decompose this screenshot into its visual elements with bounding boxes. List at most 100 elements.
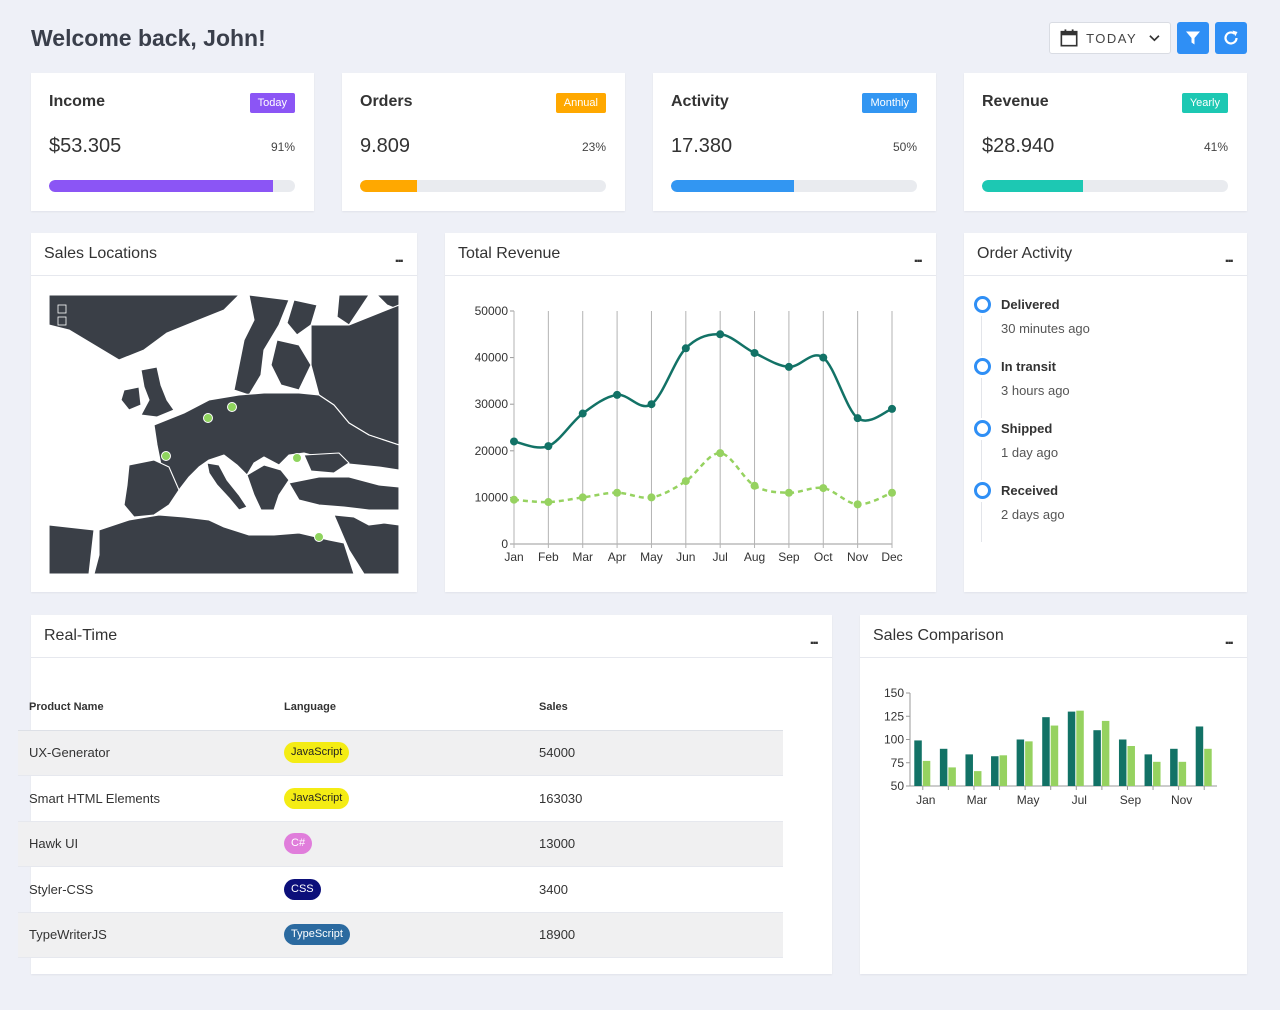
timeline-label: Shipped <box>1001 421 1053 436</box>
x-tick-label: Nov <box>1171 793 1192 807</box>
x-tick-label: Feb <box>538 550 559 564</box>
data-point <box>613 390 622 399</box>
language-tag: C# <box>284 833 313 855</box>
data-point <box>647 493 656 502</box>
panel-title: Order Activity <box>977 245 1073 262</box>
stat-value: $53.305 <box>49 135 122 157</box>
map-marker[interactable] <box>292 453 302 463</box>
product-name-cell: TypeWriterJS <box>18 912 273 958</box>
page-title: Welcome back, John! <box>31 25 266 51</box>
x-tick-label: Jul <box>1072 793 1087 807</box>
data-point <box>544 442 553 451</box>
data-point <box>510 437 518 446</box>
bar <box>1127 746 1135 786</box>
data-point <box>510 495 518 504</box>
data-point <box>681 477 690 486</box>
column-header-language[interactable]: Language <box>273 684 528 731</box>
filter-icon <box>1186 31 1200 45</box>
panel-title: Real-Time <box>44 627 118 644</box>
language-cell: TypeScript <box>273 912 528 958</box>
x-tick-label: Sep <box>1120 793 1142 807</box>
stat-percent: 50% <box>892 140 917 154</box>
timeline-connector <box>981 440 982 480</box>
data-point <box>716 330 725 339</box>
refresh-button[interactable] <box>1215 22 1247 54</box>
map-marker[interactable] <box>227 402 237 412</box>
data-point <box>681 344 690 353</box>
total-revenue-panel: Total Revenue ... 0 10000 20000 30000 40000 5… <box>445 233 936 592</box>
bar <box>1076 710 1084 786</box>
timeline-label: Received <box>1001 483 1059 498</box>
table-row[interactable]: Styler-CSS CSS 3400 <box>18 866 783 913</box>
column-header-product[interactable]: Product Name <box>18 684 273 731</box>
panel-header: Sales Locations ... <box>31 233 417 276</box>
x-tick-label: May <box>1017 793 1040 807</box>
data-point <box>888 404 896 413</box>
stat-percent: 41% <box>1203 140 1228 154</box>
data-point <box>750 481 759 490</box>
progress-fill <box>671 180 794 192</box>
x-tick-label: Oct <box>814 550 833 564</box>
table-header-row: Product Name Language Sales <box>18 684 783 731</box>
panel-header: Order Activity ... <box>964 233 1247 276</box>
data-point <box>613 488 622 497</box>
progress-bar <box>49 180 295 192</box>
data-point <box>819 353 828 362</box>
timeline-connector <box>981 316 982 356</box>
more-options-icon[interactable]: ... <box>913 249 923 266</box>
map-marker[interactable] <box>161 451 171 461</box>
bar <box>999 755 1008 786</box>
language-tag: TypeScript <box>284 924 350 946</box>
timeline-time: 3 hours ago <box>1001 383 1070 398</box>
timeline-time: 2 days ago <box>1001 507 1065 522</box>
data-point <box>888 488 896 497</box>
bar <box>1101 720 1110 786</box>
status-circle-icon <box>974 296 991 313</box>
y-tick-label: 100 <box>884 733 904 747</box>
bar <box>1153 761 1161 786</box>
bar <box>1170 748 1178 786</box>
table-row[interactable]: TypeWriterJS TypeScript 18900 <box>18 912 783 958</box>
stat-percent: 23% <box>581 140 606 154</box>
timeline-label: Delivered <box>1001 297 1060 312</box>
more-options-icon[interactable]: ... <box>1224 631 1234 648</box>
y-tick-label: 50000 <box>475 304 509 318</box>
europe-map[interactable] <box>49 295 399 574</box>
bar <box>939 748 948 786</box>
bar <box>1016 739 1025 786</box>
stat-title: Orders <box>360 93 413 110</box>
progress-fill <box>982 180 1083 192</box>
y-tick-label: 125 <box>884 709 904 723</box>
stat-badge: Today <box>249 93 295 113</box>
stat-card-income: Income Today $53.305 91% <box>31 73 314 211</box>
map-marker[interactable] <box>203 413 213 423</box>
more-options-icon[interactable]: ... <box>809 631 819 648</box>
language-cell: JavaScript <box>273 775 528 822</box>
progress-bar <box>982 180 1228 192</box>
y-tick-label: 75 <box>891 756 905 770</box>
panel-title: Total Revenue <box>458 245 561 262</box>
stat-percent: 91% <box>270 140 295 154</box>
bar <box>1067 711 1076 786</box>
date-filter-dropdown[interactable]: TODAY <box>1049 22 1171 54</box>
table-row[interactable]: Smart HTML Elements JavaScript 163030 <box>18 775 783 822</box>
table-row[interactable]: UX-Generator JavaScript 54000 <box>18 730 783 776</box>
panel-header: Real-Time ... <box>31 615 832 658</box>
map-marker[interactable] <box>314 532 324 542</box>
bar <box>914 740 922 786</box>
zoom-out-icon[interactable] <box>57 316 67 326</box>
sales-cell: 163030 <box>528 775 783 822</box>
series-line-1 <box>513 451 893 506</box>
more-options-icon[interactable]: ... <box>1224 249 1234 266</box>
bar <box>1050 725 1059 786</box>
x-tick-label: Mar <box>967 793 988 807</box>
sales-cell: 3400 <box>528 866 783 913</box>
data-point <box>784 362 793 371</box>
table-row[interactable]: Hawk UI C# 13000 <box>18 821 783 867</box>
column-header-sales[interactable]: Sales <box>528 684 783 731</box>
zoom-in-icon[interactable] <box>57 304 67 314</box>
sales-comparison-chart: 50 75 100 125 150 Jan Mar May Jul Sep Nov <box>884 686 1217 807</box>
filter-button[interactable] <box>1177 22 1209 54</box>
more-options-icon[interactable]: ... <box>394 249 404 266</box>
bar <box>1093 730 1101 786</box>
